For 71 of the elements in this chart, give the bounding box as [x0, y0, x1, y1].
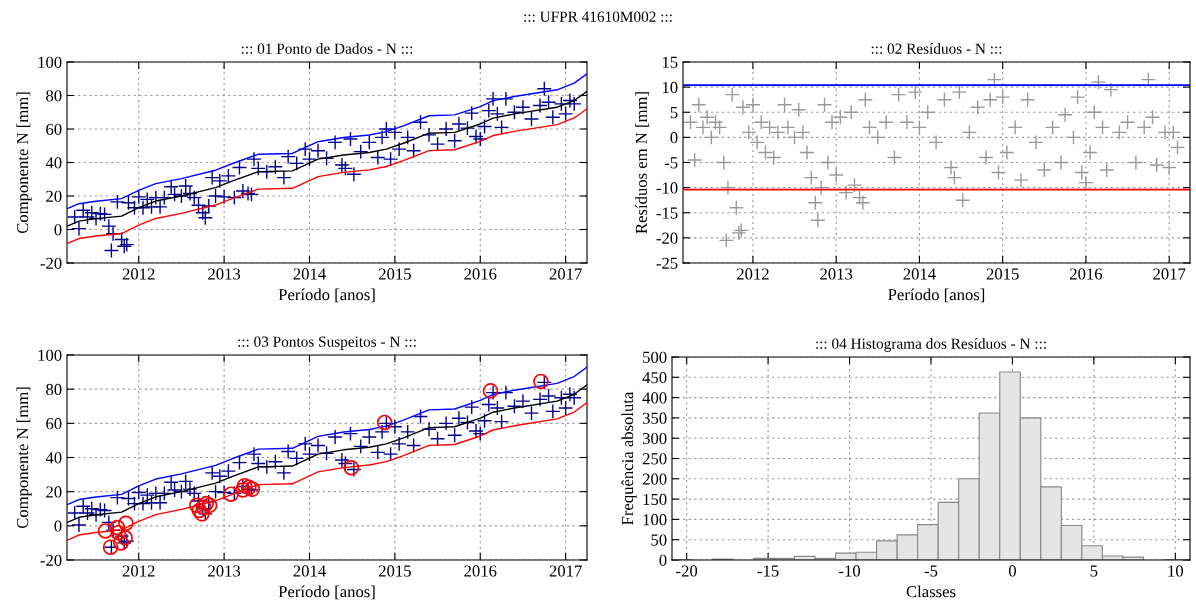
chart-title: ::: 01 Ponto de Dados - N ::: — [241, 43, 413, 54]
chart-title: ::: 04 Histograma dos Resíduos - N ::: — [816, 338, 1046, 352]
y-tick-label: -25 — [656, 257, 678, 269]
y-axis-title: Componente N [mm] — [16, 387, 32, 529]
y-tick-label: -20 — [656, 232, 678, 244]
y-tick-label: 0 — [659, 554, 667, 566]
y-tick-label: 100 — [643, 514, 667, 526]
x-tick-label: 2012 — [122, 268, 155, 280]
y-tick-label: 80 — [46, 383, 62, 396]
y-tick-label: 0 — [54, 224, 62, 236]
y-tick-label: 40 — [45, 452, 62, 464]
text: ::: UFPR 41610M002 ::: — [524, 11, 672, 22]
y-tick-label: 100 — [38, 349, 62, 361]
chart-title: ::: 02 Resíduos - N ::: — [871, 43, 1002, 54]
y-tick-label: -20 — [40, 257, 62, 269]
y-tick-label: 60 — [46, 418, 62, 430]
y-tick-label: -10 — [656, 182, 678, 194]
y-tick-label: 5 — [670, 107, 678, 119]
y-tick-label: 250 — [642, 453, 667, 465]
y-tick-label: 450 — [642, 372, 667, 384]
x-axis-title: Período [anos] — [278, 288, 375, 303]
x-tick-label: 5 — [1090, 565, 1098, 577]
y-tick-label: -5 — [664, 157, 678, 169]
x-tick-label: 2016 — [1070, 268, 1103, 280]
y-tick-label: 50 — [651, 534, 667, 546]
x-tick-label: 0 — [1008, 565, 1016, 577]
x-tick-label: 2017 — [1153, 268, 1186, 280]
y-tick-label: 0 — [670, 132, 678, 144]
y-tick-label: -20 — [40, 554, 62, 566]
x-tick-label: 2016 — [464, 268, 497, 280]
x-tick-label: 10 — [1168, 565, 1184, 577]
y-tick-label: 10 — [662, 81, 678, 94]
y-axis-title: Resíduos em N [mm] — [635, 92, 650, 234]
x-tick-label: -10 — [839, 565, 861, 577]
x-tick-label: 2014 — [903, 268, 936, 280]
x-tick-label: 2016 — [464, 565, 497, 577]
x-tick-label: -5 — [924, 565, 938, 577]
x-tick-label: 2014 — [293, 268, 326, 280]
x-tick-label: -15 — [757, 565, 779, 577]
x-tick-label: 2015 — [378, 565, 411, 577]
x-tick-label: 2014 — [293, 565, 326, 577]
x-tick-label: 2013 — [208, 268, 241, 280]
y-tick-label: 80 — [46, 90, 62, 102]
x-tick-label: 2012 — [737, 268, 769, 280]
y-tick-label: 350 — [642, 412, 667, 424]
y-tick-label: 60 — [46, 123, 62, 135]
y-tick-label: 300 — [642, 432, 667, 445]
y-tick-label: -15 — [656, 207, 678, 219]
x-tick-label: 2013 — [208, 565, 241, 577]
y-tick-label: 500 — [643, 351, 667, 363]
x-axis-title: Classes — [906, 585, 956, 598]
y-axis-title: Frequência absoluta — [621, 391, 637, 525]
x-tick-label: 2015 — [378, 268, 411, 280]
x-tick-label: 2017 — [549, 268, 582, 280]
chart-title: ::: 03 Pontos Suspeitos - N ::: — [238, 336, 416, 350]
y-tick-label: 20 — [46, 486, 62, 498]
y-tick-label: 100 — [38, 56, 62, 68]
y-tick-label: 200 — [642, 473, 667, 485]
y-axis-title: Componente N [mm] — [16, 92, 32, 234]
y-tick-label: 0 — [54, 520, 62, 532]
x-axis-title: Período [anos] — [278, 585, 375, 600]
y-tick-label: 20 — [46, 190, 62, 202]
x-tick-label: 2017 — [549, 565, 582, 577]
x-axis-title: Período [anos] — [888, 288, 985, 303]
y-tick-label: 15 — [662, 56, 678, 68]
x-tick-label: 2012 — [122, 565, 155, 577]
y-tick-label: 150 — [643, 493, 667, 506]
y-tick-label: 40 — [45, 157, 62, 169]
y-tick-label: 400 — [642, 392, 667, 404]
x-tick-label: 2015 — [986, 268, 1019, 280]
x-tick-label: 2013 — [820, 268, 853, 280]
